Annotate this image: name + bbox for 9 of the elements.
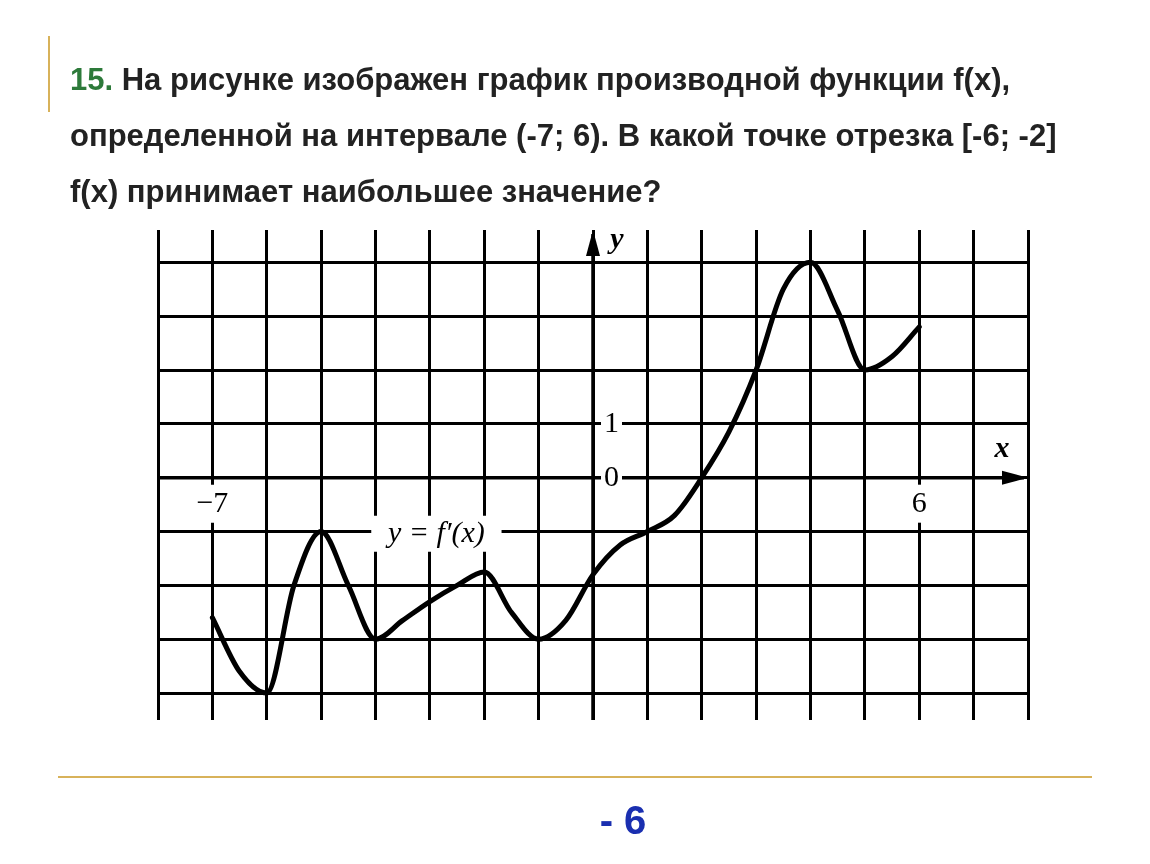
chart-title: 15. На рисунке изображен график производной функции f(x), определенной на интервале (-7; 6). В какой точке отрезка [-6; -2] f(x) принимает наибольшее значение?: [70, 62, 1057, 209]
y-axis-title: y: [607, 220, 625, 254]
x-tick-label: −7: [196, 484, 229, 518]
annotation: y = f′(x): [385, 514, 485, 549]
y-tick-label: 0: [604, 458, 619, 492]
x-axis-title: x: [993, 430, 1010, 464]
text: - 6: [598, 798, 648, 843]
y-tick-label: 1: [604, 404, 619, 438]
x-tick-label: 6: [911, 484, 927, 518]
